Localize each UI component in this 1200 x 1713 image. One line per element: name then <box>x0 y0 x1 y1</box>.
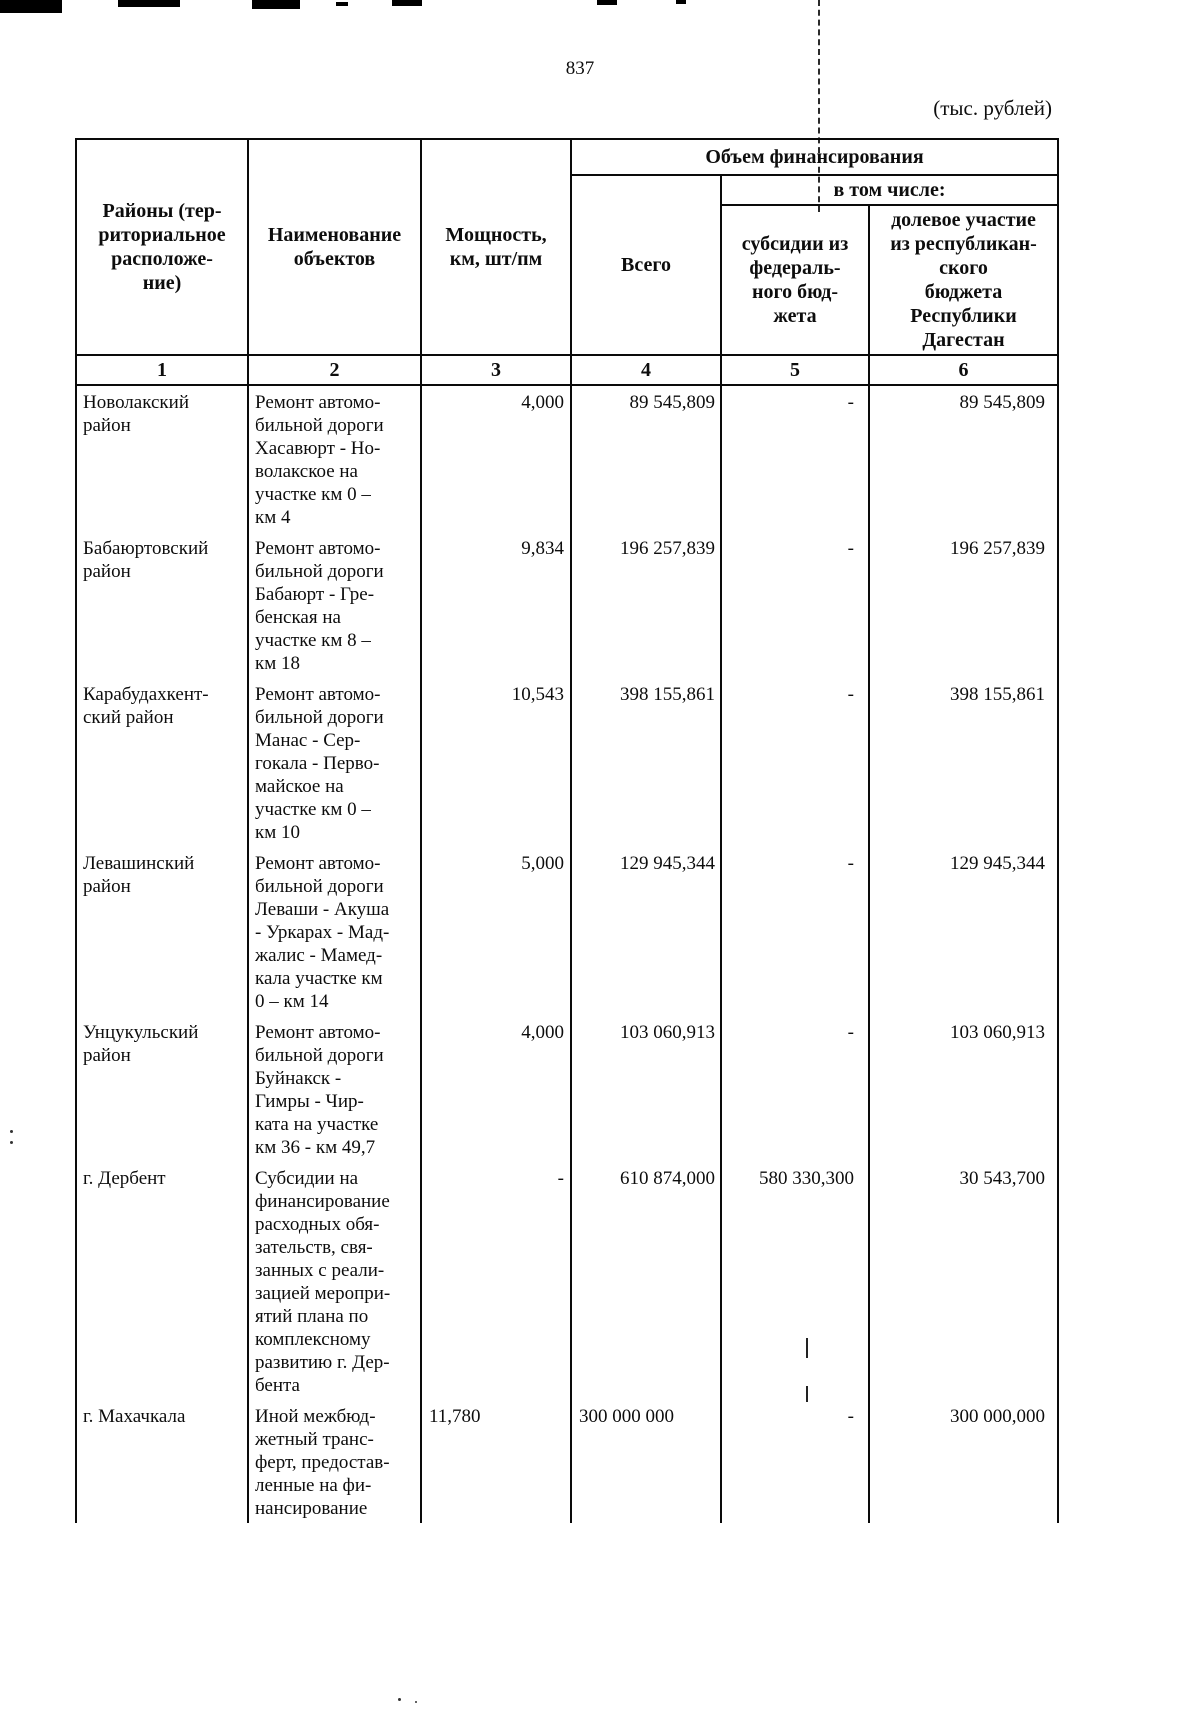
scan-artifact <box>10 1141 13 1144</box>
units-note: (тыс. рублей) <box>933 96 1052 120</box>
scan-artifact <box>392 0 422 6</box>
object-cell: Ремонт автомо- бильной дороги Леваши - А… <box>247 847 422 1016</box>
republican-cell: 89 545,809 <box>867 385 1060 532</box>
scan-artifact <box>398 1698 401 1701</box>
page-number: 837 <box>565 58 595 79</box>
region-cell: Новолакский район <box>75 385 249 532</box>
capacity-cell: 9,834 <box>420 532 572 678</box>
capacity-cell: 4,000 <box>420 1016 572 1162</box>
region-cell: г. Дербент <box>75 1162 249 1400</box>
republican-cell: 300 000,000 <box>867 1400 1060 1523</box>
scan-artifact <box>415 1701 417 1703</box>
total-cell: 610 874,000 <box>570 1162 722 1400</box>
scan-artifact <box>818 0 820 212</box>
scan-artifact <box>10 1130 13 1133</box>
region-cell: Карабудахкент- ский район <box>75 678 249 847</box>
federal-cell: - <box>720 1400 870 1523</box>
capacity-cell: 10,543 <box>420 678 572 847</box>
region-cell: Бабаюртовский район <box>75 532 249 678</box>
header-financing-group: Объем финансирования <box>569 138 1060 176</box>
table-row: Унцукульский район Ремонт автомо- бильно… <box>75 1016 1060 1162</box>
object-cell: Иной межбюд- жетный транс- ферт, предост… <box>247 1400 422 1523</box>
header-including: в том числе: <box>719 174 1060 206</box>
table-header: Районы (тер- риториальное расположе- ние… <box>75 138 1060 386</box>
header-total: Всего <box>570 174 722 356</box>
scan-artifact <box>118 0 180 7</box>
scan-artifact <box>336 2 348 6</box>
object-cell: Ремонт автомо- бильной дороги Манас - Се… <box>247 678 422 847</box>
federal-cell: - <box>720 532 870 678</box>
scan-artifact <box>252 0 300 9</box>
capacity-cell: 4,000 <box>420 385 572 532</box>
republican-cell: 103 060,913 <box>867 1016 1060 1162</box>
table-row: г. Махачкала Иной межбюд- жетный транс- … <box>75 1400 1060 1523</box>
object-cell: Субсидии на финансирование расходных обя… <box>247 1162 422 1400</box>
financing-table: Районы (тер- риториальное расположе- ние… <box>75 138 1060 1523</box>
capacity-cell: 11,780 <box>420 1400 572 1523</box>
federal-cell: - <box>720 1016 870 1162</box>
header-objects: Наименование объектов <box>247 138 422 356</box>
table-row: Новолакский район Ремонт автомо- бильной… <box>75 385 1060 532</box>
object-cell: Ремонт автомо- бильной дороги Бабаюрт - … <box>247 532 422 678</box>
column-number: 2 <box>247 354 422 386</box>
region-cell: г. Махачкала <box>75 1400 249 1523</box>
total-cell: 89 545,809 <box>570 385 722 532</box>
scan-artifact <box>676 0 686 4</box>
table-row: Бабаюртовский район Ремонт автомо- бильн… <box>75 532 1060 678</box>
republican-cell: 30 543,700 <box>867 1162 1060 1400</box>
scan-artifact <box>0 0 62 13</box>
republican-cell: 398 155,861 <box>867 678 1060 847</box>
total-cell: 398 155,861 <box>570 678 722 847</box>
federal-cell: - <box>720 847 870 1016</box>
column-number: 5 <box>720 354 870 386</box>
total-cell: 103 060,913 <box>570 1016 722 1162</box>
table-row: г. Дербент Субсидии на финансирование ра… <box>75 1162 1060 1400</box>
column-number: 6 <box>867 354 1060 386</box>
header-regions: Районы (тер- риториальное расположе- ние… <box>75 138 249 356</box>
column-numbers-row: 1 2 3 4 5 6 <box>75 354 1060 386</box>
republican-cell: 129 945,344 <box>867 847 1060 1016</box>
header-capacity: Мощность, км, шт/пм <box>420 138 572 356</box>
republican-cell: 196 257,839 <box>867 532 1060 678</box>
table-row: Карабудахкент- ский район Ремонт автомо-… <box>75 678 1060 847</box>
table-row: Левашинский район Ремонт автомо- бильной… <box>75 847 1060 1016</box>
table-body: Новолакский район Ремонт автомо- бильной… <box>75 385 1060 1523</box>
region-cell: Унцукульский район <box>75 1016 249 1162</box>
total-cell: 196 257,839 <box>570 532 722 678</box>
federal-cell: - <box>720 385 870 532</box>
object-cell: Ремонт автомо- бильной дороги Хасавюрт -… <box>247 385 422 532</box>
column-number: 3 <box>420 354 572 386</box>
federal-cell: 580 330,300 <box>720 1162 870 1400</box>
object-cell: Ремонт автомо- бильной дороги Буйнакск -… <box>247 1016 422 1162</box>
total-cell: 300 000 000 <box>570 1400 722 1523</box>
region-cell: Левашинский район <box>75 847 249 1016</box>
capacity-cell: 5,000 <box>420 847 572 1016</box>
scan-artifact <box>597 0 617 5</box>
total-cell: 129 945,344 <box>570 847 722 1016</box>
federal-cell: - <box>720 678 870 847</box>
column-number: 4 <box>570 354 722 386</box>
header-federal-subsidies: субсидии из федераль- ного бюд- жета <box>720 204 870 356</box>
capacity-cell: - <box>420 1162 572 1400</box>
header-republican-share: долевое участие из республикан- ского бю… <box>867 204 1060 356</box>
column-number: 1 <box>75 354 249 386</box>
